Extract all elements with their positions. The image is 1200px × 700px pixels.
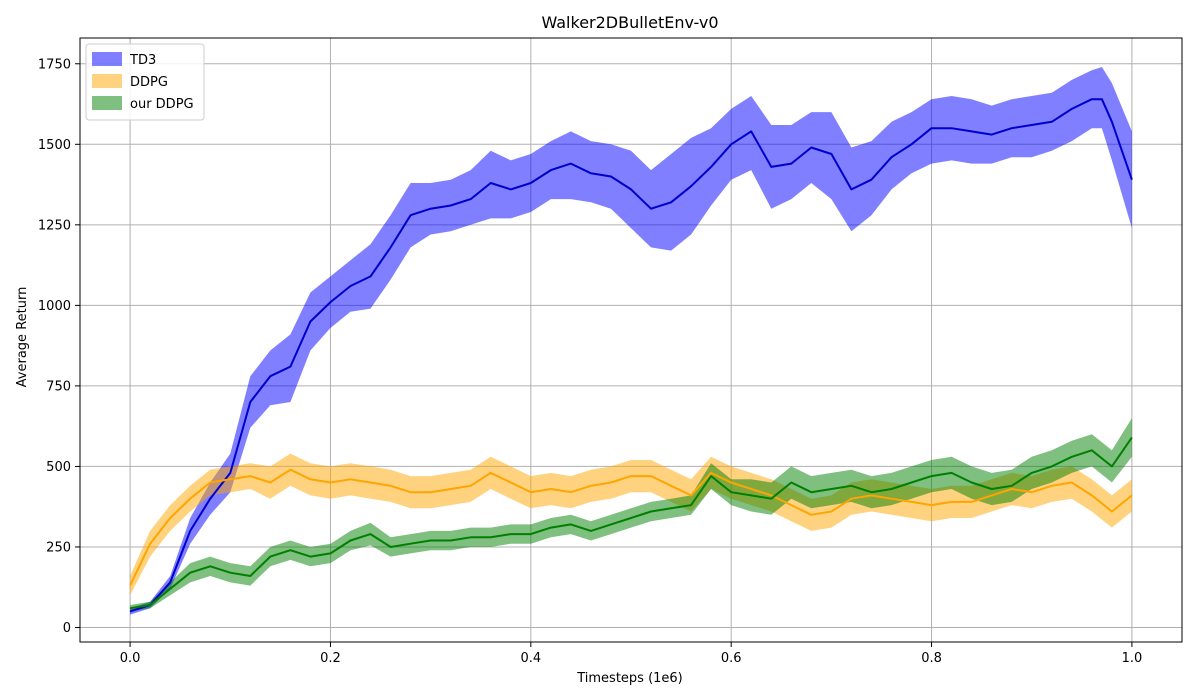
x-tick-label: 0.8	[921, 651, 942, 666]
x-axis-title: Timesteps (1e6)	[576, 671, 683, 686]
legend-label: our DDPG	[130, 97, 194, 112]
y-tick-label: 250	[46, 540, 71, 555]
x-tick-label: 0.0	[120, 651, 141, 666]
x-tick-label: 0.4	[520, 651, 541, 666]
plot-frame	[79, 37, 1183, 643]
y-tick-label: 500	[46, 460, 71, 475]
legend-swatch	[92, 96, 122, 110]
series-line-1	[129, 468, 1133, 587]
series-lines	[129, 98, 1133, 613]
y-tick-label: 1000	[38, 299, 71, 314]
band-0	[130, 67, 1132, 615]
y-tick-label: 1500	[38, 138, 71, 153]
series-line-0	[129, 98, 1133, 613]
y-tick-label: 750	[46, 379, 71, 394]
legend: TD3 DDPG our DDPG	[85, 43, 205, 121]
legend-label: DDPG	[130, 75, 168, 90]
x-tick-label: 0.6	[721, 651, 742, 666]
legend-swatch	[92, 74, 122, 88]
confidence-bands	[130, 67, 1132, 615]
y-tick-label: 1250	[38, 218, 71, 233]
y-tick-label: 0	[63, 621, 71, 636]
legend-swatch	[92, 52, 122, 66]
band-2	[130, 418, 1132, 612]
y-axis-title: Average Return	[15, 287, 30, 388]
x-tick-label: 0.2	[320, 651, 341, 666]
axis-ticks: 0.0 0.2 0.4 0.6 0.8 1.0 0 250 500 750 1000 1250 1500…	[38, 57, 1142, 666]
series-line-2	[129, 436, 1133, 610]
chart-title: Walker2DBulletEnv-v0	[541, 13, 718, 32]
y-tick-label: 1750	[38, 57, 71, 72]
legend-label: TD3	[129, 53, 156, 68]
x-tick-label: 1.0	[1122, 651, 1143, 666]
